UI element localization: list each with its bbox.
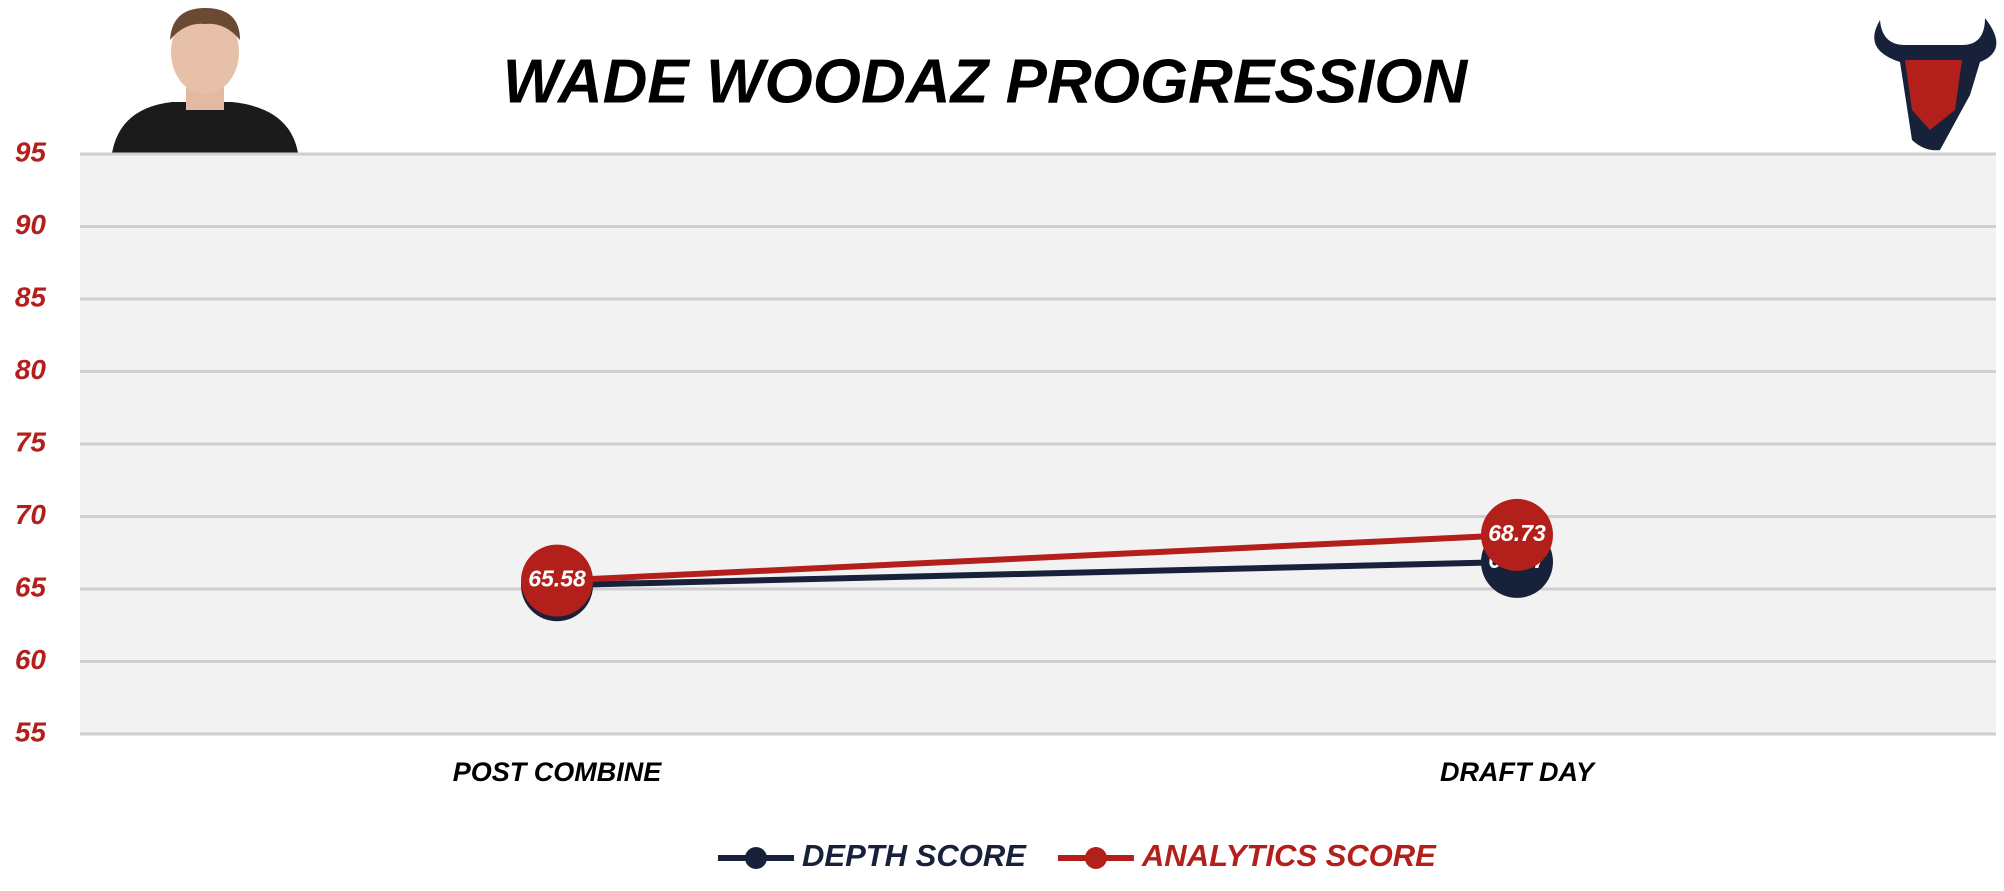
value-label: 68.73	[1488, 520, 1546, 546]
legend-marker	[1084, 847, 1107, 869]
point	[521, 544, 593, 617]
point	[1481, 498, 1553, 571]
y-tick-label: 70	[15, 499, 47, 530]
y-tick-label: 95	[15, 136, 47, 167]
value-label: 65.58	[528, 566, 586, 592]
series-line	[556, 531, 1518, 584]
y-tick-label: 60	[15, 644, 47, 675]
legend-label: DEPTH SCORE	[802, 838, 1027, 873]
y-tick-label: 65	[15, 571, 47, 602]
y-tick-label: 80	[15, 354, 47, 385]
y-tick-label: 85	[15, 281, 47, 312]
x-tick-label: POST COMBINE	[453, 757, 663, 787]
series-line	[556, 558, 1518, 589]
y-tick-label: 90	[15, 209, 47, 240]
x-tick-label: DRAFT DAY	[1440, 757, 1597, 787]
y-tick-label: 55	[15, 716, 47, 747]
team-logo	[1874, 18, 1997, 151]
player-photo	[112, 8, 298, 153]
legend-label: ANALYTICS SCORE	[1141, 838, 1437, 873]
legend-marker	[745, 847, 767, 869]
y-tick-label: 75	[15, 426, 47, 457]
chart-title: WADE WOODAZ PROGRESSION	[503, 47, 1469, 116]
